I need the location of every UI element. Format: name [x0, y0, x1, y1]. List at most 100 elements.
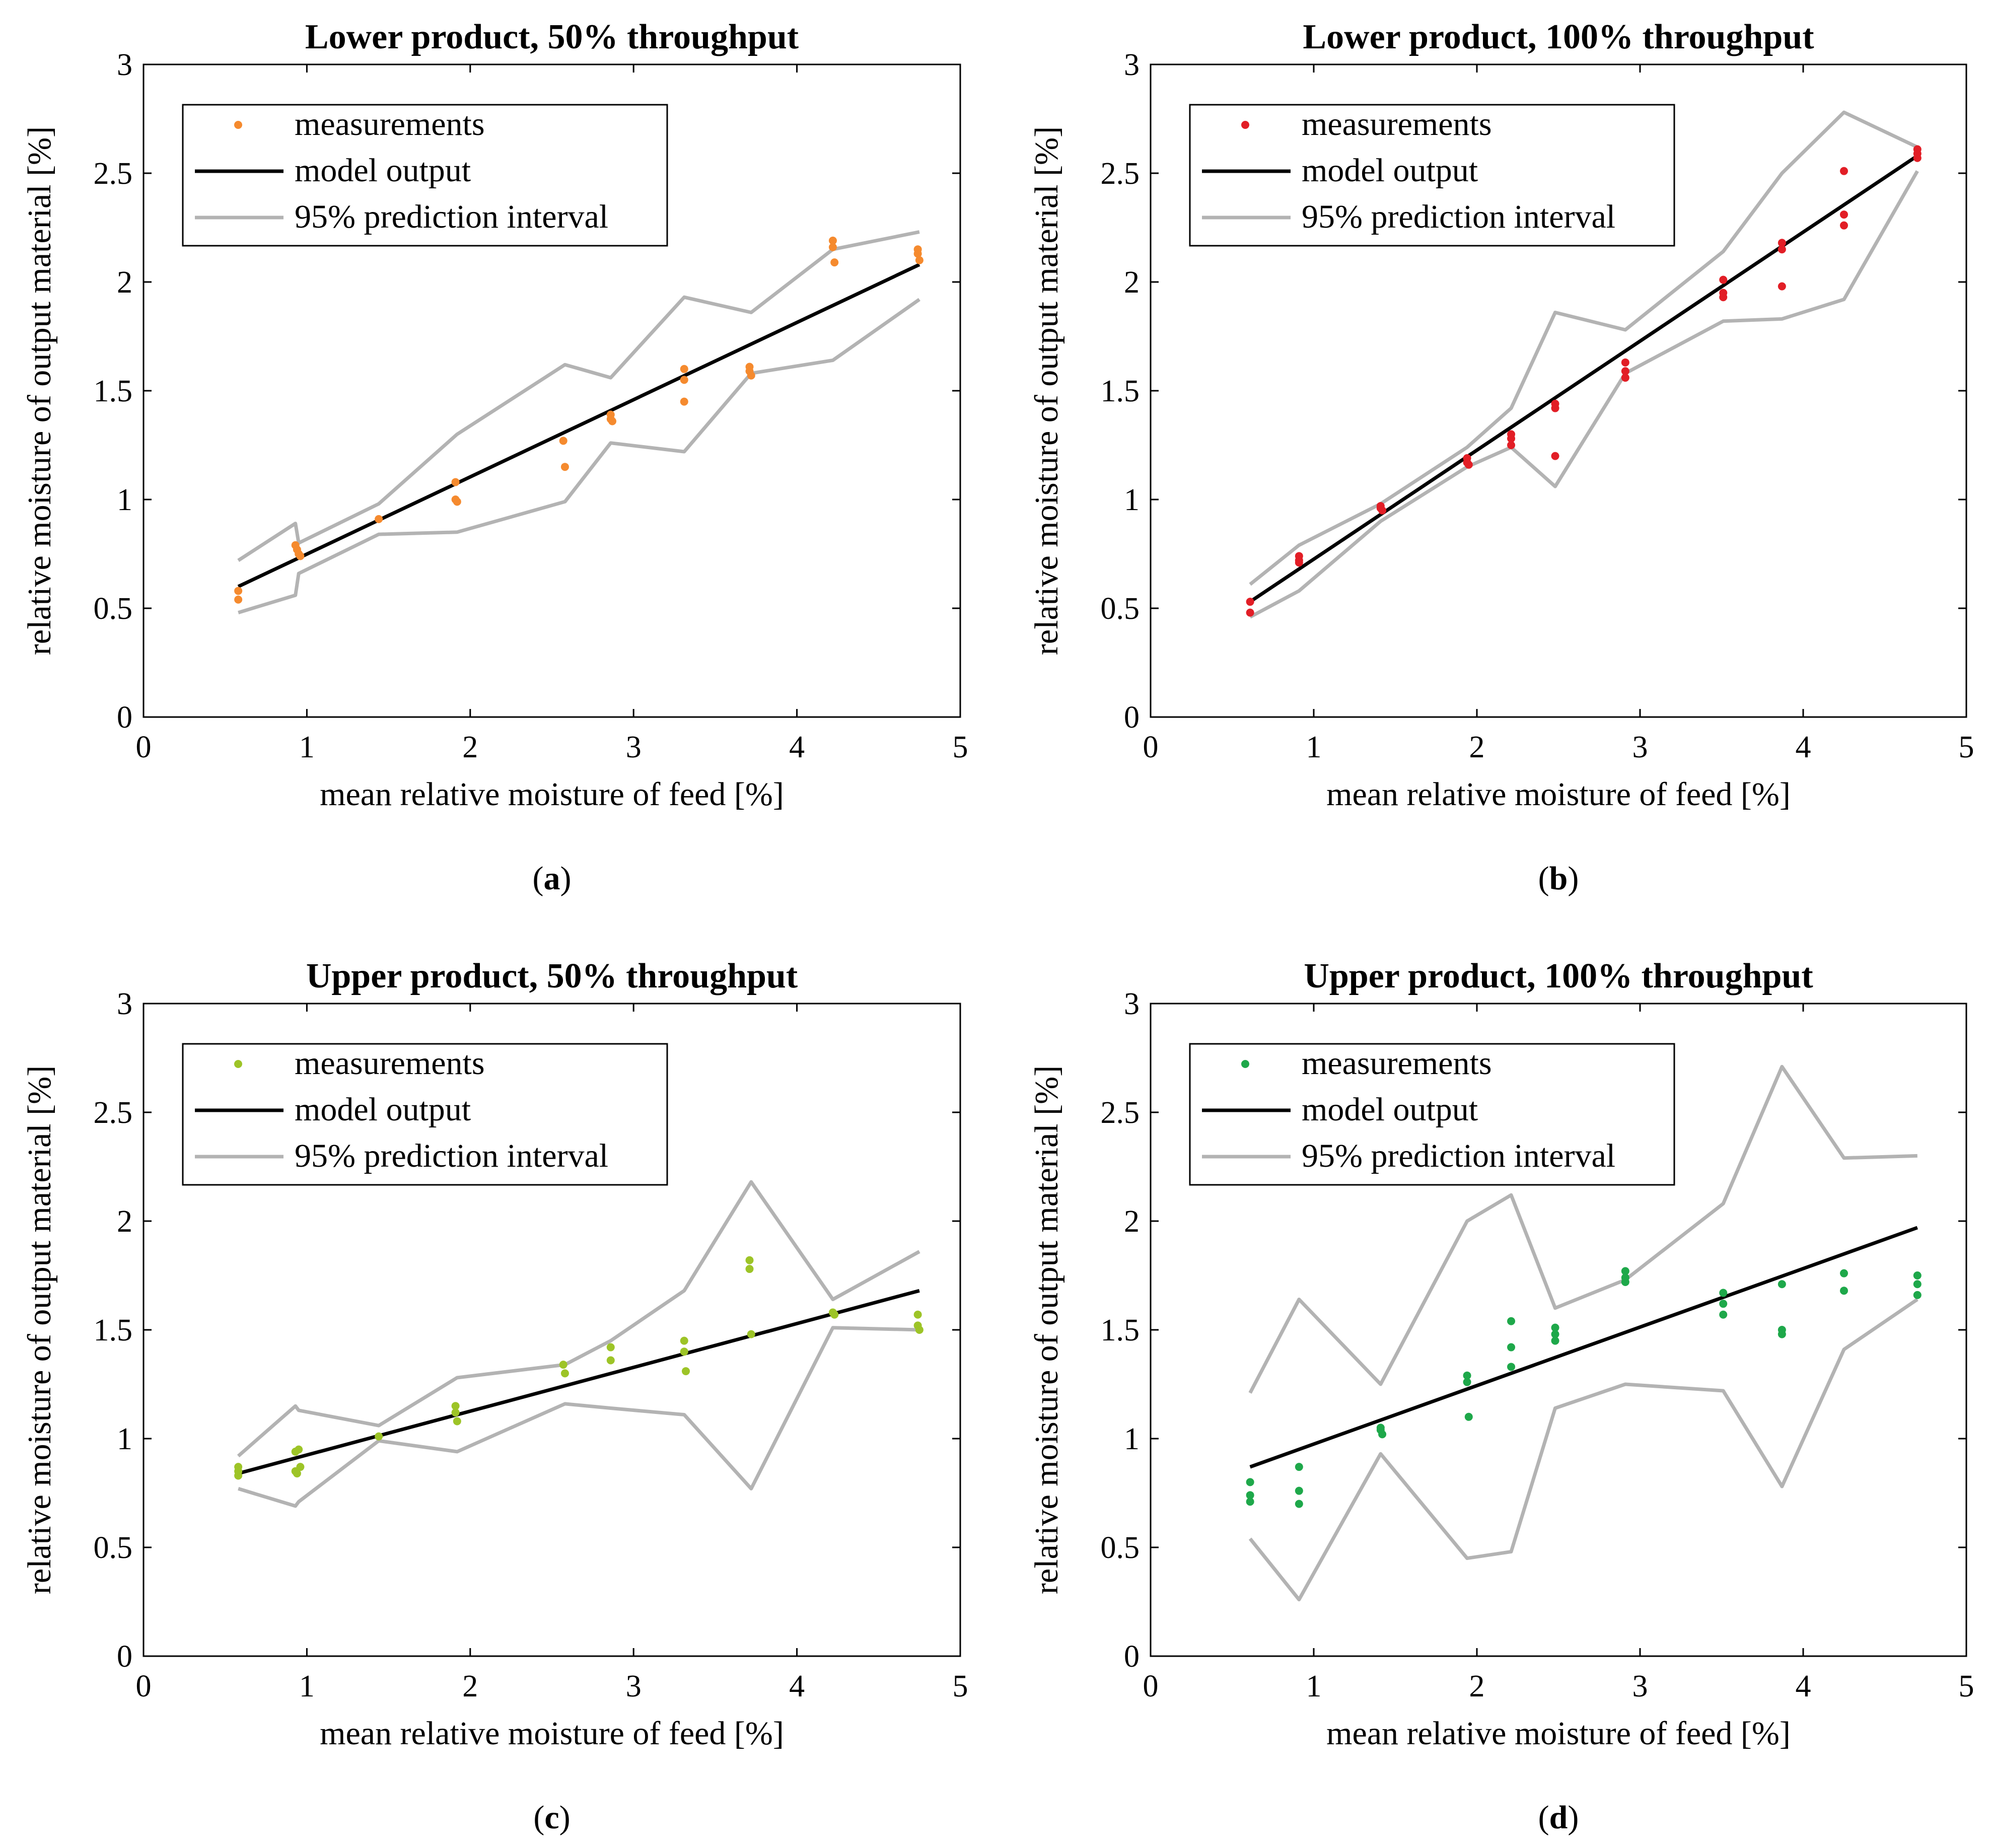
- measurement-point: [1777, 239, 1786, 247]
- measurement-point: [1621, 1277, 1629, 1286]
- measurement-point: [1507, 1317, 1516, 1325]
- caption-paren-close: ): [1568, 1799, 1579, 1836]
- y-axis-label: relative moisture of output material [%]: [1028, 1065, 1065, 1594]
- measurement-point: [234, 587, 243, 595]
- measurement-point: [915, 256, 923, 264]
- measurement-point: [453, 1417, 461, 1426]
- x-tick-label: 3: [1632, 1669, 1648, 1703]
- measurement-point: [1295, 558, 1303, 567]
- y-tick-label: 0: [117, 1640, 132, 1674]
- legend-marker-measurements: [234, 121, 242, 129]
- measurement-point: [828, 243, 837, 251]
- measurement-point: [1913, 1280, 1922, 1289]
- measurement-point: [1621, 358, 1629, 367]
- caption-paren-open: (: [1538, 860, 1549, 897]
- measurement-point: [1913, 1291, 1922, 1299]
- measurement-point: [451, 1408, 460, 1417]
- legend-entry: measurements: [295, 1045, 485, 1082]
- measurement-point: [453, 497, 461, 506]
- x-tick-label: 1: [1306, 1669, 1322, 1703]
- measurement-point: [1719, 293, 1728, 302]
- x-tick-label: 5: [953, 1669, 968, 1703]
- measurement-point: [1913, 1271, 1922, 1280]
- x-tick-label: 5: [953, 730, 968, 764]
- chart-panel-b: Lower product, 100% throughput 0 1 2 3 4 5 0 0.5…: [1028, 18, 1974, 897]
- x-tick-label: 1: [299, 730, 315, 764]
- measurement-point: [1719, 1310, 1728, 1319]
- x-tick-label: 3: [626, 730, 642, 764]
- measurement-point: [913, 1310, 922, 1319]
- measurement-point: [1840, 210, 1848, 219]
- measurement-point: [1295, 1463, 1303, 1471]
- measurement-point: [1378, 506, 1387, 515]
- y-tick-label: 0.5: [94, 592, 133, 626]
- measurement-point: [745, 1265, 754, 1273]
- x-tick-label: 1: [1306, 730, 1322, 764]
- y-axis-label: relative moisture of output material [%]: [21, 1065, 58, 1594]
- measurement-point: [1507, 1363, 1516, 1371]
- legend-entry: model output: [295, 1091, 471, 1128]
- measurement-point: [1246, 1491, 1254, 1500]
- legend: [182, 1043, 668, 1186]
- y-tick-label: 2.5: [1101, 1096, 1140, 1130]
- y-tick-label: 1: [1124, 1422, 1140, 1456]
- measurement-point: [747, 371, 755, 380]
- y-tick-label: 0.5: [94, 1531, 133, 1565]
- y-tick-label: 2: [117, 265, 132, 300]
- measurement-point: [234, 1471, 243, 1480]
- x-tick-label: 2: [462, 1669, 478, 1703]
- measurement-point: [1621, 1267, 1629, 1275]
- y-tick-label: 0: [117, 700, 132, 735]
- x-tick-label: 0: [136, 1669, 152, 1703]
- panel-caption: (c): [533, 1799, 570, 1836]
- prediction-interval-lower: [1248, 1298, 1918, 1602]
- measurement-point: [1295, 1486, 1303, 1495]
- measurement-point: [1246, 598, 1254, 606]
- measurement-point: [680, 397, 688, 406]
- measurement-point: [828, 236, 837, 245]
- measurement-point: [606, 1356, 615, 1365]
- measurement-point: [1507, 441, 1516, 449]
- x-tick-label: 4: [1796, 1669, 1811, 1703]
- x-axis-label: mean relative moisture of feed [%]: [320, 776, 784, 813]
- y-tick-label: 1: [117, 483, 132, 517]
- caption-paren-close: ): [1568, 860, 1579, 897]
- measurement-point: [295, 1445, 303, 1454]
- x-axis-label: mean relative moisture of feed [%]: [1326, 776, 1791, 813]
- measurement-point: [1719, 1289, 1728, 1297]
- measurement-point: [830, 258, 839, 267]
- y-tick-label: 0.5: [1101, 1531, 1140, 1565]
- caption-letter: d: [1549, 1799, 1568, 1836]
- measurement-point: [1464, 460, 1473, 469]
- measurement-point: [1777, 1280, 1786, 1289]
- x-tick-label: 2: [462, 730, 478, 764]
- chart-title: Lower product, 50% throughput: [305, 18, 799, 56]
- prediction-interval-upper: [1249, 110, 1918, 586]
- measurement-point: [1777, 282, 1786, 291]
- chart-title: Lower product, 100% throughput: [1303, 18, 1814, 56]
- measurement-point: [296, 552, 305, 560]
- y-tick-label: 3: [117, 987, 132, 1021]
- prediction-interval-lower: [1249, 170, 1919, 619]
- y-tick-label: 1.5: [1101, 374, 1140, 408]
- measurement-point: [451, 478, 460, 486]
- legend-entry: model output: [1302, 1091, 1478, 1128]
- measurement-point: [606, 1343, 615, 1352]
- measurement-point: [1295, 1500, 1303, 1508]
- measurement-point: [1840, 221, 1848, 230]
- legend-marker-measurements: [234, 1060, 242, 1068]
- caption-paren-open: (: [533, 1799, 544, 1836]
- measurement-point: [234, 595, 243, 604]
- measurement-point: [608, 417, 617, 425]
- y-tick-label: 2: [1124, 265, 1140, 300]
- measurement-point: [560, 1369, 569, 1378]
- measurement-point: [1551, 452, 1559, 460]
- panel-caption: (b): [1538, 860, 1579, 897]
- measurement-point: [559, 1361, 567, 1369]
- measurement-point: [293, 1469, 301, 1478]
- measurement-point: [1840, 1269, 1848, 1277]
- legend: [1189, 104, 1675, 247]
- measurement-point: [1463, 1371, 1471, 1380]
- legend-entry: measurements: [1302, 106, 1492, 143]
